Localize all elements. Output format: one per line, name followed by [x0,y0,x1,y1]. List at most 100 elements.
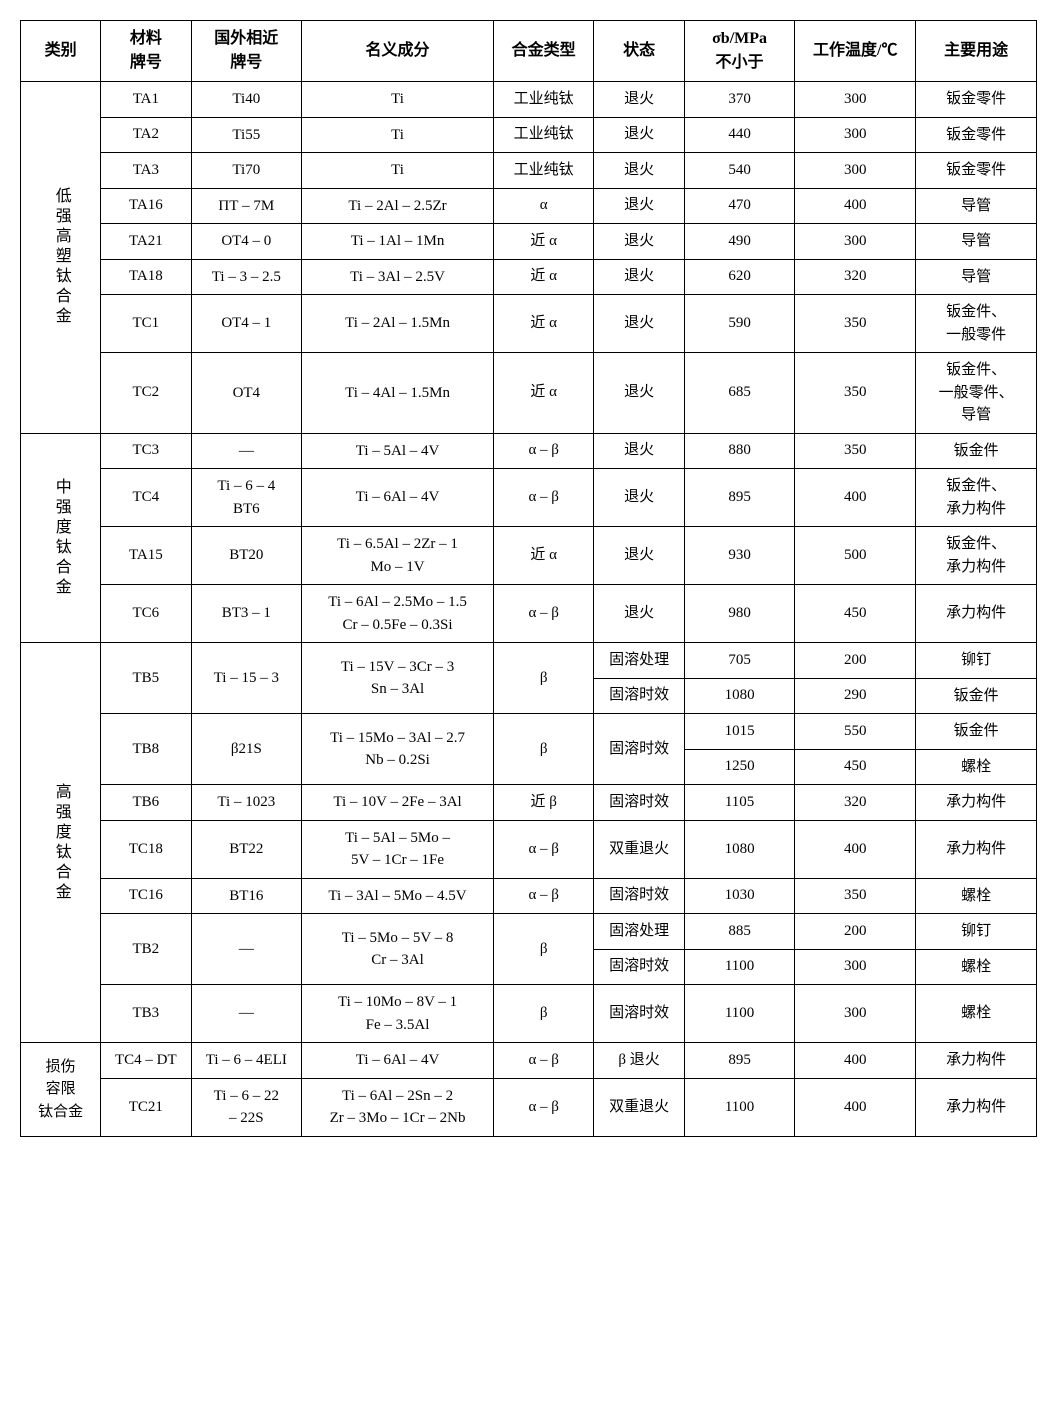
table-cell: Ti [302,153,494,189]
table-cell: β [493,643,593,714]
table-cell: 工业纯钛 [493,82,593,118]
table-cell: 承力构件 [916,785,1037,821]
table-cell: β21S [191,714,302,785]
table-row: 高强度钛合金TB5Ti – 15 – 3Ti – 15V – 3Cr – 3Sn… [21,643,1037,679]
table-cell: 1100 [684,1078,795,1136]
table-cell: 退火 [594,433,684,469]
table-cell: — [191,985,302,1043]
table-cell: 400 [795,820,916,878]
table-row: TA21OT4 – 0Ti – 1Al – 1Mn近 α退火490300导管 [21,224,1037,260]
header-temperature: 工作温度/℃ [795,21,916,82]
table-cell: 钣金件、一般零件、导管 [916,353,1037,434]
table-cell: Ti40 [191,82,302,118]
table-cell: 1250 [684,749,795,785]
table-cell: 550 [795,714,916,750]
table-cell: 620 [684,259,795,295]
table-cell: 540 [684,153,795,189]
table-cell: TA3 [101,153,191,189]
table-cell: 近 α [493,295,593,353]
table-cell: 590 [684,295,795,353]
table-cell: Ti – 4Al – 1.5Mn [302,353,494,434]
table-cell: OT4 [191,353,302,434]
table-cell: BT3 – 1 [191,585,302,643]
table-cell: 1100 [684,949,795,985]
table-cell: 440 [684,117,795,153]
table-cell: 近 α [493,259,593,295]
table-row: TC4Ti – 6 – 4BT6Ti – 6Al – 4Vα – β退火8954… [21,469,1037,527]
table-cell: 固溶时效 [594,985,684,1043]
table-row: TB6Ti – 1023Ti – 10V – 2Fe – 3Al近 β固溶时效1… [21,785,1037,821]
table-cell: OT4 – 1 [191,295,302,353]
table-cell: Ti – 6Al – 4V [302,1043,494,1079]
table-cell: 895 [684,1043,795,1079]
table-cell: 400 [795,188,916,224]
table-cell: 承力构件 [916,820,1037,878]
table-cell: 300 [795,224,916,260]
table-cell: 双重退火 [594,1078,684,1136]
table-cell: 370 [684,82,795,118]
table-cell: 350 [795,878,916,914]
table-cell: 200 [795,914,916,950]
table-cell: 1080 [684,678,795,714]
table-row: TC6BT3 – 1Ti – 6Al – 2.5Mo – 1.5Cr – 0.5… [21,585,1037,643]
table-cell: 退火 [594,117,684,153]
table-cell: 螺栓 [916,985,1037,1043]
table-cell: 承力构件 [916,1043,1037,1079]
table-cell: 退火 [594,353,684,434]
table-cell: 400 [795,1043,916,1079]
table-row: 损伤容限钛合金TC4 – DTTi – 6 – 4ELITi – 6Al – 4… [21,1043,1037,1079]
table-cell: 钣金件 [916,433,1037,469]
table-cell: 200 [795,643,916,679]
table-cell: 320 [795,785,916,821]
table-cell: Ti – 15V – 3Cr – 3Sn – 3Al [302,643,494,714]
table-cell: 退火 [594,188,684,224]
table-cell: 退火 [594,82,684,118]
table-cell: TB6 [101,785,191,821]
table-row: 低强高塑钛合金TA1Ti40Ti工业纯钛退火370300钣金零件 [21,82,1037,118]
table-cell: 930 [684,527,795,585]
header-usage: 主要用途 [916,21,1037,82]
table-cell: ПТ – 7M [191,188,302,224]
table-cell: 300 [795,985,916,1043]
table-cell: 钣金件 [916,714,1037,750]
table-row: TB8β21STi – 15Mo – 3Al – 2.7Nb – 0.2Siβ固… [21,714,1037,750]
table-cell: 螺栓 [916,749,1037,785]
table-cell: 固溶时效 [594,949,684,985]
table-row: TA3Ti70Ti工业纯钛退火540300钣金零件 [21,153,1037,189]
table-cell: 880 [684,433,795,469]
table-cell: Ti – 6 – 22– 22S [191,1078,302,1136]
table-cell: 1100 [684,985,795,1043]
table-cell: 工业纯钛 [493,117,593,153]
table-cell: 钣金零件 [916,153,1037,189]
table-cell: 钣金零件 [916,117,1037,153]
table-cell: 400 [795,469,916,527]
table-cell: 固溶时效 [594,878,684,914]
table-cell: TC4 [101,469,191,527]
table-cell: 钣金件、一般零件 [916,295,1037,353]
table-cell: 350 [795,433,916,469]
table-cell: BT16 [191,878,302,914]
table-cell: 1030 [684,878,795,914]
table-cell: Ti – 6.5Al – 2Zr – 1Mo – 1V [302,527,494,585]
table-cell: TC18 [101,820,191,878]
table-cell: 退火 [594,224,684,260]
table-cell: TA18 [101,259,191,295]
table-cell: 退火 [594,527,684,585]
table-cell: Ti – 10V – 2Fe – 3Al [302,785,494,821]
table-row: TC1OT4 – 1Ti – 2Al – 1.5Mn近 α退火590350钣金件… [21,295,1037,353]
table-cell: 320 [795,259,916,295]
table-cell: 螺栓 [916,878,1037,914]
table-cell: α – β [493,1078,593,1136]
table-cell: 近 α [493,224,593,260]
table-cell: 1015 [684,714,795,750]
table-cell: TA1 [101,82,191,118]
table-cell: Ti – 10Mo – 8V – 1Fe – 3.5Al [302,985,494,1043]
table-row: TA15BT20Ti – 6.5Al – 2Zr – 1Mo – 1V近 α退火… [21,527,1037,585]
table-cell: 双重退火 [594,820,684,878]
table-cell: 705 [684,643,795,679]
header-alloy-type: 合金类型 [493,21,593,82]
table-cell: Ti – 5Al – 5Mo –5V – 1Cr – 1Fe [302,820,494,878]
table-cell: 685 [684,353,795,434]
table-cell: TB5 [101,643,191,714]
table-cell: α [493,188,593,224]
